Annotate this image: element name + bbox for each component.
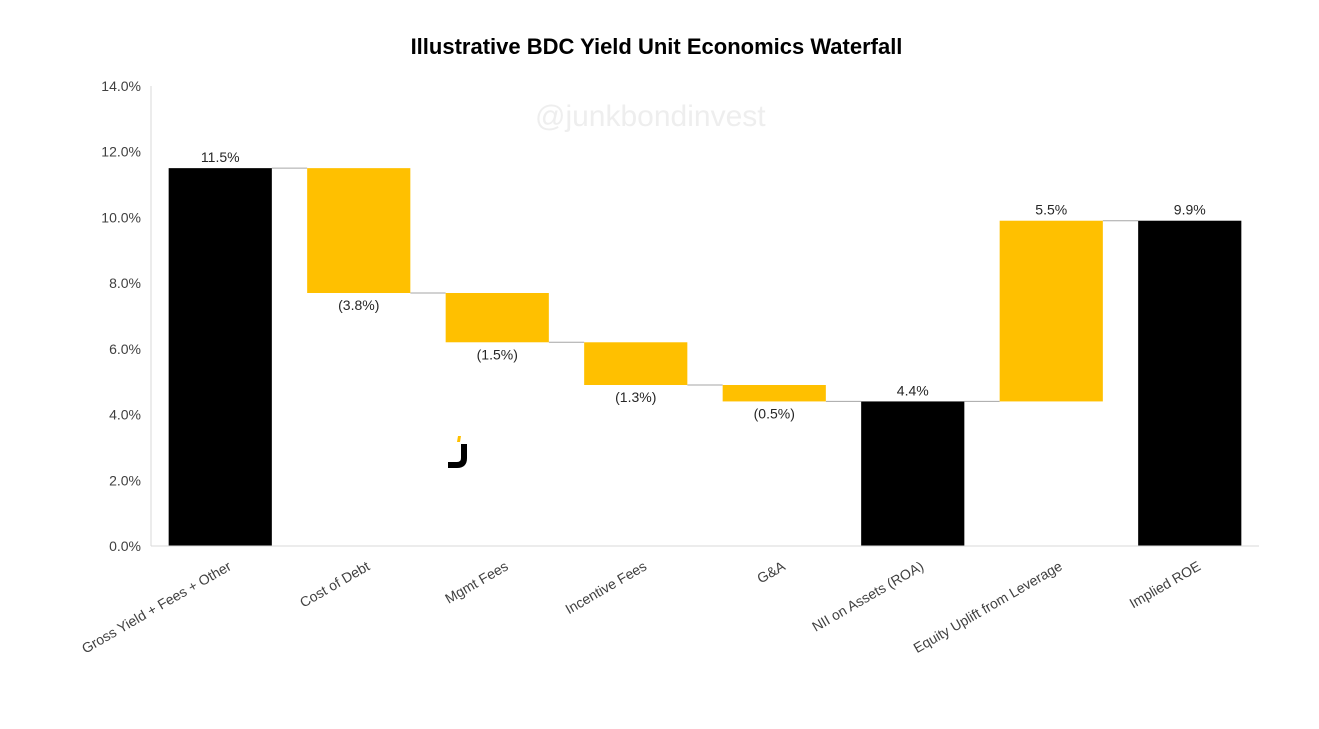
category-label: Equity Uplift from Leverage bbox=[911, 558, 1065, 656]
data-label: 9.9% bbox=[1174, 202, 1206, 218]
watermark-text: @junkbondinvest bbox=[535, 100, 766, 133]
y-tick-label: 0.0% bbox=[109, 538, 141, 554]
delta-bar bbox=[584, 342, 688, 385]
data-label: (1.3%) bbox=[615, 389, 656, 405]
category-label: Cost of Debt bbox=[297, 558, 372, 611]
junkbondinvest-logo-icon bbox=[448, 436, 467, 468]
total-bar bbox=[168, 168, 272, 546]
data-label: (3.8%) bbox=[338, 297, 379, 313]
y-tick-label: 4.0% bbox=[109, 407, 141, 423]
delta-bar bbox=[445, 293, 549, 343]
y-tick-label: 2.0% bbox=[109, 472, 141, 488]
data-label: 5.5% bbox=[1035, 202, 1067, 218]
total-bar bbox=[1138, 220, 1242, 546]
data-label: (1.5%) bbox=[477, 346, 518, 362]
y-tick-label: 14.0% bbox=[101, 78, 141, 94]
category-label: Mgmt Fees bbox=[442, 558, 511, 607]
data-label: 4.4% bbox=[897, 382, 929, 398]
delta-bar bbox=[999, 220, 1103, 402]
category-label: G&A bbox=[754, 557, 788, 586]
data-label: (0.5%) bbox=[754, 405, 795, 421]
delta-bar bbox=[307, 168, 411, 293]
category-label: Gross Yield + Fees + Other bbox=[79, 558, 234, 657]
y-tick-label: 6.0% bbox=[109, 341, 141, 357]
chart-title: Illustrative BDC Yield Unit Economics Wa… bbox=[410, 34, 903, 59]
data-label: 11.5% bbox=[201, 149, 240, 165]
category-label: Implied ROE bbox=[1127, 558, 1204, 612]
category-label: Incentive Fees bbox=[562, 558, 649, 617]
y-tick-label: 10.0% bbox=[101, 209, 141, 225]
total-bar bbox=[861, 401, 965, 546]
y-tick-label: 12.0% bbox=[101, 144, 141, 160]
y-tick-label: 8.0% bbox=[109, 275, 141, 291]
delta-bar bbox=[722, 385, 826, 402]
category-label: NII on Assets (ROA) bbox=[809, 558, 926, 635]
